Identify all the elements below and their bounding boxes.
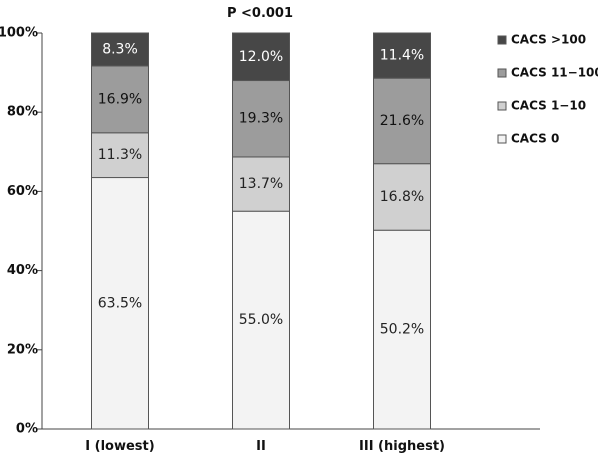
y-tick-label: 60%: [7, 184, 38, 199]
legend-swatch: [497, 35, 507, 45]
y-tick-label: 100%: [0, 26, 38, 41]
bar-segment: [91, 32, 149, 67]
legend-label: CACS 11−100: [511, 66, 598, 80]
y-tick-label: 20%: [7, 342, 38, 357]
legend-swatch: [497, 101, 507, 111]
data-labels: 63.5% 11.3% 16.9% 8.3% 55.0% 13.7% 19.3% 12.0% 5…: [98, 41, 424, 337]
category-label: III (highest): [359, 439, 445, 454]
bar-segment: [232, 210, 290, 430]
category-label: II: [256, 439, 266, 454]
data-label: 21.6%: [380, 113, 424, 129]
bar-segment: [373, 77, 431, 165]
bar-segment: [232, 80, 290, 158]
legend: CACS >100 CACS 11−100 CACS 1−10 CACS 0: [497, 33, 598, 146]
legend-swatch: [497, 68, 507, 78]
bar-segment: [373, 163, 431, 231]
legend-swatch: [497, 134, 507, 144]
data-label: 19.3%: [239, 111, 283, 127]
x-axis-categories: I (lowest) II III (highest): [85, 439, 445, 454]
data-label: 11.3%: [98, 147, 142, 163]
legend-label: CACS 0: [511, 132, 559, 146]
data-label: 11.4%: [380, 48, 424, 64]
data-label: 16.8%: [380, 189, 424, 205]
y-tick-label: 0%: [16, 422, 38, 437]
legend-label: CACS 1−10: [511, 99, 586, 113]
y-tick-label: 40%: [7, 263, 38, 278]
data-label: 55.0%: [239, 312, 283, 328]
data-label: 16.9%: [98, 91, 142, 107]
data-label: 8.3%: [102, 41, 138, 57]
bar-segment: [232, 32, 290, 82]
legend-label: CACS >100: [511, 33, 586, 47]
bar-segment: [373, 229, 431, 430]
chart-title: P <0.001: [227, 6, 293, 21]
bar-segment: [232, 156, 290, 212]
bars: [91, 32, 431, 430]
data-label: 13.7%: [239, 176, 283, 192]
bar-segment: [373, 32, 431, 79]
data-label: 63.5%: [98, 295, 142, 311]
y-tick-label: 80%: [7, 105, 38, 120]
data-label: 12.0%: [239, 49, 283, 65]
data-label: 50.2%: [380, 322, 424, 338]
category-label: I (lowest): [85, 439, 154, 454]
